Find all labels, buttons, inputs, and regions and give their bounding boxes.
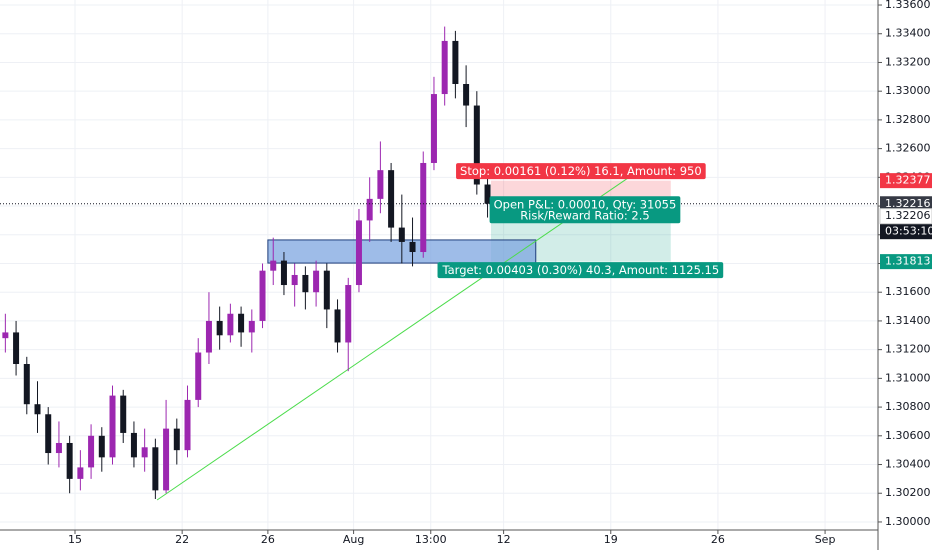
- trend-line: [156, 177, 629, 501]
- x-tick-label: 26: [261, 533, 275, 546]
- candle-body: [184, 399, 191, 451]
- y-tick-label: 1.31400: [885, 314, 931, 327]
- x-tick-label: 26: [711, 533, 725, 546]
- rr-label: Risk/Reward Ratio: 2.5: [520, 208, 650, 222]
- x-tick-label: 19: [604, 533, 618, 546]
- candle-body: [34, 404, 41, 415]
- pnl-box: Open P&L: 0.00010, Qty: 31055Risk/Reward…: [489, 196, 681, 224]
- candle-body: [248, 320, 255, 333]
- candle-body: [409, 241, 416, 253]
- x-tick-label: 12: [497, 533, 511, 546]
- candle-body: [441, 40, 448, 95]
- candle-body: [66, 442, 73, 479]
- y-tick-label: 1.32800: [885, 113, 931, 126]
- y-tick-label: 1.30600: [885, 429, 931, 442]
- candle-body: [13, 332, 20, 365]
- y-tick-label: 1.32600: [885, 142, 931, 155]
- y-tick-label: 1.30400: [885, 458, 931, 471]
- price-badge: [879, 208, 932, 225]
- candle-body: [195, 352, 202, 400]
- price-badge: [880, 254, 932, 270]
- candle-body: [205, 320, 212, 353]
- candle-body: [163, 428, 170, 491]
- candle-body: [291, 274, 298, 286]
- countdown: 03:53:10: [885, 225, 932, 238]
- candle-body: [323, 270, 330, 310]
- pnl-label: Open P&L: 0.00010, Qty: 31055: [494, 197, 677, 211]
- price-badge-text: 1.32216: [885, 197, 931, 210]
- candle-body: [259, 270, 266, 321]
- candle-body: [388, 170, 395, 228]
- x-tick-label: Aug: [343, 533, 364, 546]
- candle-body: [173, 428, 180, 451]
- price-badge: [880, 173, 932, 189]
- y-tick-label: 1.30200: [885, 486, 931, 499]
- price-badge: [880, 196, 932, 212]
- candle-body: [463, 84, 470, 106]
- price-badge-text: 1.32377: [885, 174, 931, 187]
- y-tick-label: 1.31000: [885, 371, 931, 384]
- candle-body: [334, 309, 341, 343]
- target-label-text: Target: 0.00403 (0.30%) 40.3, Amount: 11…: [442, 263, 720, 277]
- candle-body: [109, 395, 116, 458]
- target-label: Target: 0.00403 (0.30%) 40.3, Amount: 11…: [437, 262, 724, 279]
- y-tick-label: 1.33600: [885, 0, 931, 11]
- candle-body: [45, 414, 52, 454]
- candle-body: [484, 184, 491, 204]
- y-tick-label: 1.33000: [885, 84, 931, 97]
- candle-body: [430, 94, 437, 163]
- candle-body: [77, 467, 84, 479]
- x-tick-label: 22: [175, 533, 189, 546]
- countdown-bg: [880, 224, 932, 240]
- target-label-bg: [437, 262, 724, 279]
- y-tick-label: 1.30000: [885, 515, 931, 528]
- y-tick-label: 1.33200: [885, 55, 931, 68]
- candle-body: [120, 395, 127, 433]
- price-badge-text: 1.32206: [885, 209, 931, 222]
- candle-body: [227, 313, 234, 336]
- candle-body: [355, 220, 362, 286]
- candle-body: [55, 442, 62, 454]
- candle-body: [473, 105, 480, 185]
- candle-body: [313, 270, 320, 293]
- x-tick-label: 13:00: [415, 533, 447, 546]
- candle-body: [280, 260, 287, 286]
- candle-body: [141, 447, 148, 458]
- candle-body: [2, 332, 9, 339]
- candle-body: [88, 435, 95, 468]
- stop-label-bg: [456, 163, 706, 180]
- candle-body: [377, 170, 384, 199]
- x-tick-label: Sep: [815, 533, 836, 546]
- candle-body: [420, 162, 427, 253]
- candle-body: [216, 320, 223, 336]
- y-tick-label: 1.31200: [885, 343, 931, 356]
- y-tick-label: 1.31600: [885, 285, 931, 298]
- pnl-bg: [489, 196, 681, 224]
- candle-body: [152, 447, 159, 491]
- y-tick-label: 1.33400: [885, 27, 931, 40]
- candle-body: [302, 274, 309, 293]
- stop-label: Stop: 0.00161 (0.12%) 16.1, Amount: 950: [456, 163, 706, 180]
- candle-body: [398, 227, 405, 242]
- candle-body: [270, 260, 277, 271]
- candle-body: [98, 435, 105, 458]
- candle-body: [366, 198, 373, 221]
- stop-label-text: Stop: 0.00161 (0.12%) 16.1, Amount: 950: [460, 164, 702, 178]
- x-tick-label: 15: [68, 533, 82, 546]
- candle-body: [130, 432, 137, 458]
- candle-body: [238, 313, 245, 333]
- price-badge-text: 1.31813: [885, 255, 931, 268]
- candle-body: [23, 364, 30, 405]
- candle-body: [452, 40, 459, 85]
- candle-body: [345, 285, 352, 343]
- y-tick-label: 1.30800: [885, 400, 931, 413]
